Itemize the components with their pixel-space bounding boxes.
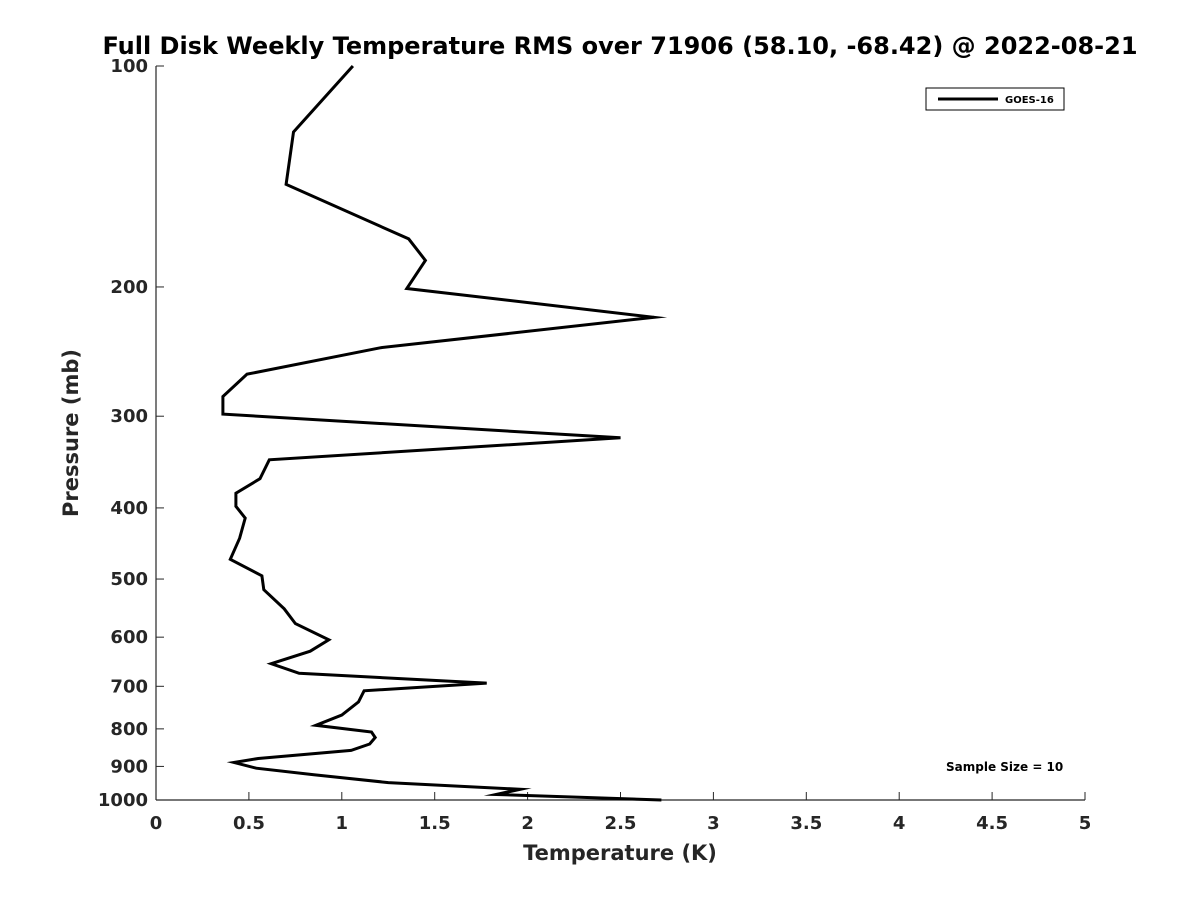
x-tick-label: 5 xyxy=(1079,813,1092,834)
y-tick-label: 600 xyxy=(110,627,148,648)
chart-title: Full Disk Weekly Temperature RMS over 71… xyxy=(102,32,1137,60)
x-tick-label: 2 xyxy=(521,813,534,834)
x-tick-label: 1.5 xyxy=(419,813,451,834)
y-tick-label: 400 xyxy=(110,498,148,519)
y-tick-label: 100 xyxy=(110,56,148,77)
y-tick-label: 800 xyxy=(110,719,148,740)
series-line-goes-16 xyxy=(221,64,668,802)
legend-label-goes-16: GOES-16 xyxy=(1005,95,1054,106)
series-layer xyxy=(221,64,668,802)
x-axis-label: Temperature (K) xyxy=(523,841,717,865)
x-tick-label: 4.5 xyxy=(976,813,1008,834)
x-tick-label: 3 xyxy=(707,813,720,834)
y-axis-label: Pressure (mb) xyxy=(59,349,83,517)
y-tick-label: 500 xyxy=(110,569,148,590)
x-tick-label: 0 xyxy=(150,813,163,834)
x-tick-label: 2.5 xyxy=(605,813,637,834)
y-tick-label: 1000 xyxy=(98,790,148,811)
sample-size-annotation: Sample Size = 10 xyxy=(946,760,1063,774)
axes: 0 0.5 1 1.5 2 2.5 3 3.5 4 4.5 5 100 200 300 400 500 600 7… xyxy=(98,56,1091,834)
y-tick-label: 900 xyxy=(110,756,148,777)
x-tick-label: 1 xyxy=(336,813,349,834)
y-tick-label: 700 xyxy=(110,676,148,697)
x-tick-label: 0.5 xyxy=(233,813,265,834)
legend: GOES-16 xyxy=(925,87,1065,111)
y-tick-label: 200 xyxy=(110,277,148,298)
y-tick-label: 300 xyxy=(110,406,148,427)
x-tick-label: 4 xyxy=(893,813,906,834)
x-tick-label: 3.5 xyxy=(790,813,822,834)
